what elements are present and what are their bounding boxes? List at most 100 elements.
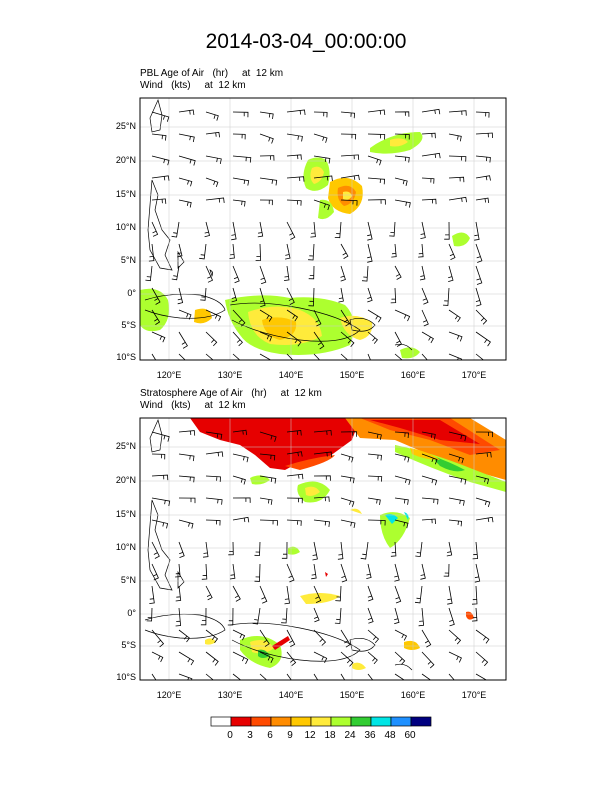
wind-barb xyxy=(443,563,450,577)
wind-barb xyxy=(205,497,223,505)
wind-barb xyxy=(367,607,374,624)
wind-barb xyxy=(151,629,165,648)
wind-barb xyxy=(448,309,461,323)
lat-label: 5°S xyxy=(121,320,136,330)
wind-barb xyxy=(313,133,328,143)
wind-barb xyxy=(175,563,181,578)
wind-barb xyxy=(205,265,214,283)
wind-barb xyxy=(313,651,328,663)
wind-barb xyxy=(178,309,192,320)
wind-barb xyxy=(259,111,274,120)
wind-barb xyxy=(367,585,374,602)
wind-barb xyxy=(340,174,360,181)
wind-barb xyxy=(421,518,436,525)
wind-barb xyxy=(448,265,454,282)
wind-barb xyxy=(254,541,261,556)
wind-barb xyxy=(390,287,397,304)
wind-barb xyxy=(475,629,490,644)
wind-barb xyxy=(205,131,220,138)
wind-barb xyxy=(340,497,355,507)
wind-barb xyxy=(231,221,237,241)
wind-barb xyxy=(367,353,371,360)
lat-label: 15°N xyxy=(115,509,136,519)
wind-barb xyxy=(475,353,485,360)
wind-barb xyxy=(313,629,327,646)
wind-barb xyxy=(394,133,410,140)
panel-2-gridlines xyxy=(140,418,506,680)
wind-barb xyxy=(340,243,349,259)
colorbar-label: 12 xyxy=(304,730,316,741)
wind-barb xyxy=(205,673,214,680)
wind-barb xyxy=(367,155,382,166)
wind-barb xyxy=(448,431,467,442)
wind-barb xyxy=(178,353,186,360)
colorbar xyxy=(210,716,432,727)
wind-barb xyxy=(312,541,318,561)
wind-barb xyxy=(313,585,322,603)
colorbar-swatch xyxy=(250,716,272,727)
colorbar-label: 9 xyxy=(287,730,293,741)
wind-barb xyxy=(474,563,481,583)
wind-barb xyxy=(205,353,214,360)
colorbar-swatch xyxy=(230,716,252,727)
wind-barb xyxy=(313,175,333,182)
wind-barb xyxy=(259,629,270,647)
wind-barb xyxy=(421,453,438,465)
wind-barb xyxy=(286,473,304,480)
wind-barb xyxy=(448,673,455,680)
wind-barb xyxy=(151,221,159,237)
wind-barb xyxy=(475,287,482,307)
wind-barb xyxy=(232,155,252,163)
wind-barb xyxy=(367,309,382,323)
wind-barb xyxy=(200,287,207,301)
panel-2-frame xyxy=(139,417,507,681)
wind-barb xyxy=(367,221,373,241)
wind-barb xyxy=(367,519,386,526)
wind-barb xyxy=(178,331,188,349)
wind-barb xyxy=(228,541,234,556)
wind-barb xyxy=(259,431,277,442)
wind-barb xyxy=(205,431,223,440)
wind-barb xyxy=(177,243,183,258)
wind-barb xyxy=(232,309,246,327)
wind-barb xyxy=(232,133,246,140)
wind-barb xyxy=(232,265,240,284)
wind-barb xyxy=(390,541,397,557)
wind-barb xyxy=(259,133,274,144)
wind-barb xyxy=(360,541,369,560)
wind-barb xyxy=(421,431,436,440)
wind-barb xyxy=(205,475,221,482)
wind-barb xyxy=(151,673,157,680)
wind-barb xyxy=(146,607,153,622)
wind-barb xyxy=(421,353,428,360)
wind-barb xyxy=(313,607,320,623)
lat-label: 10°S xyxy=(116,672,136,682)
lat-label: 10°N xyxy=(115,222,136,232)
wind-barb xyxy=(338,287,344,303)
wind-barb xyxy=(421,198,437,205)
wind-barb xyxy=(199,243,207,260)
lat-label: 15°N xyxy=(115,189,136,199)
wind-barb xyxy=(367,243,373,263)
panel-1-wind-level: at 12 km xyxy=(204,80,246,91)
wind-barb xyxy=(308,287,315,307)
wind-barb xyxy=(205,651,219,666)
wind-barb xyxy=(367,475,383,482)
wind-barb xyxy=(311,563,317,580)
wind-barb xyxy=(286,109,306,116)
lon-label: 160°E xyxy=(400,370,426,380)
wind-barb xyxy=(232,453,249,463)
wind-barb xyxy=(178,541,185,558)
wind-barb xyxy=(232,353,241,360)
wind-barb xyxy=(313,155,331,164)
wind-barb xyxy=(286,651,297,667)
wind-barb xyxy=(340,651,354,667)
wind-barb xyxy=(231,287,238,303)
wind-barb xyxy=(205,197,225,203)
wind-barb xyxy=(421,629,432,648)
wind-barb xyxy=(151,309,161,325)
wind-barb xyxy=(151,133,167,141)
lon-label: 150°E xyxy=(339,370,365,380)
wind-barb xyxy=(394,651,406,665)
